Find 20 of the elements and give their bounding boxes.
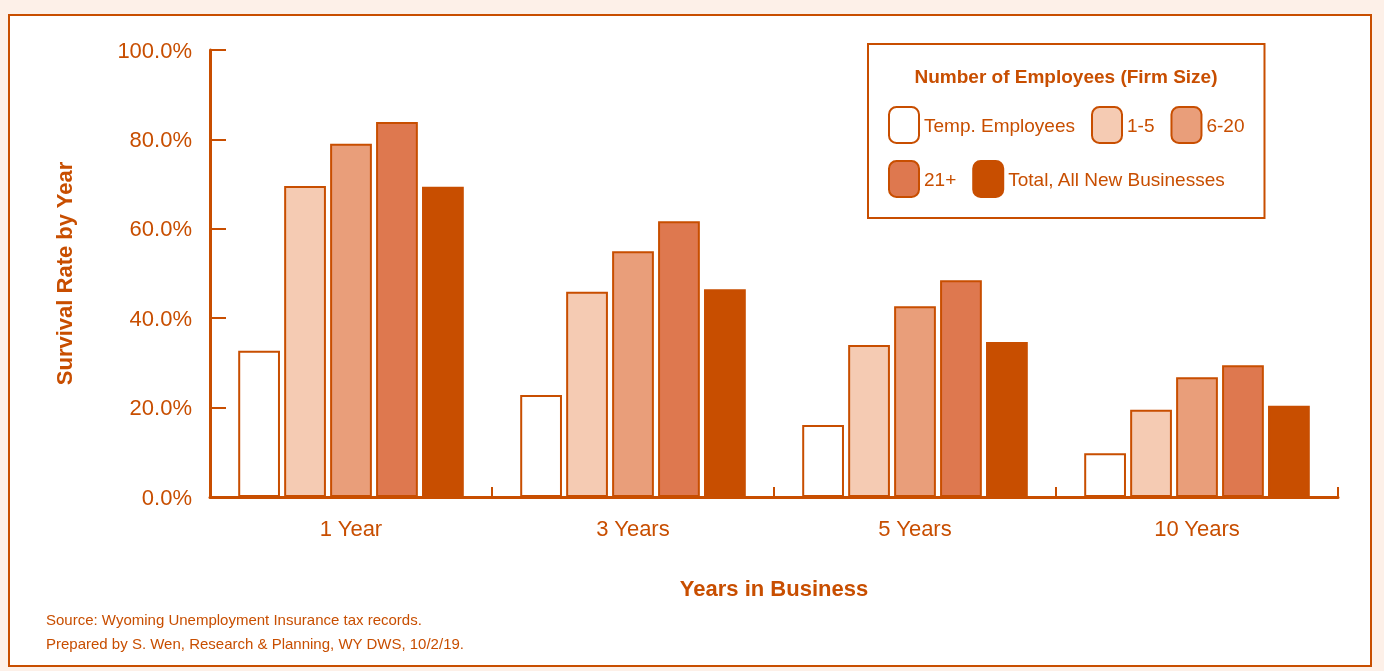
legend-label: 1-5 xyxy=(1127,114,1155,136)
source-note: Source: Wyoming Unemployment Insurance tax records. xyxy=(46,611,422,628)
legend-label: 6-20 xyxy=(1206,114,1245,136)
y-axis-title: Survival Rate by Year xyxy=(51,161,77,386)
x-tick-label: 1 Year xyxy=(319,515,383,541)
y-tick-label: 20.0% xyxy=(129,395,192,421)
legend-label: 21+ xyxy=(924,168,957,190)
legend-label: Total, All New Businesses xyxy=(1008,168,1225,190)
text: Prepared by S. Wen, Research & Planning, WY DWS, 10/2/19. xyxy=(46,635,464,652)
y-tick-label: 60.0% xyxy=(129,216,192,242)
legend-label: Temp. Employees xyxy=(924,114,1076,136)
x-tick-label: 5 Years xyxy=(878,515,952,541)
x-axis-title: Years in Business xyxy=(679,575,869,601)
y-tick-label: 40.0% xyxy=(129,305,192,331)
x-tick-label: 10 Years xyxy=(1154,515,1240,541)
y-tick-label: 0.0% xyxy=(141,484,192,510)
legend-title: Number of Employees (Firm Size) xyxy=(914,65,1218,87)
y-tick-label: 80.0% xyxy=(129,126,192,152)
y-tick-label: 100.0% xyxy=(117,37,192,63)
x-tick-label: 3 Years xyxy=(596,515,670,541)
